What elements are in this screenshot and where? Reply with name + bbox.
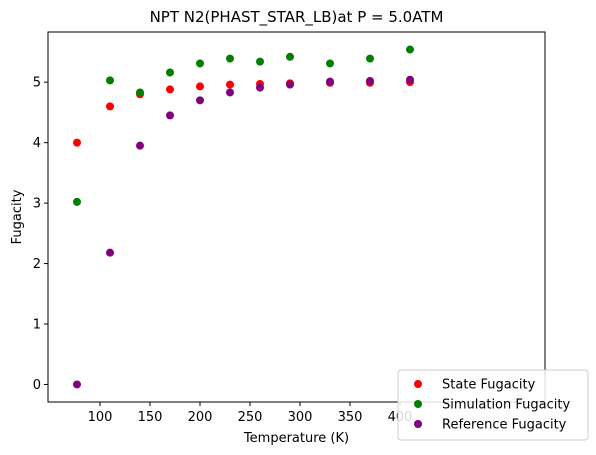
x-tick-label: 300 xyxy=(288,410,313,425)
data-point xyxy=(106,76,114,84)
data-point xyxy=(256,84,264,92)
series-1 xyxy=(73,78,414,146)
y-tick-label: 4 xyxy=(33,136,41,151)
y-tick-label: 1 xyxy=(33,318,41,333)
y-tick-label: 5 xyxy=(33,76,41,91)
data-point xyxy=(326,59,334,67)
y-axis-ticks: 0 1 2 3 4 5 xyxy=(33,76,48,393)
data-point xyxy=(73,198,81,206)
data-point xyxy=(196,59,204,67)
data-point xyxy=(136,142,144,150)
data-point xyxy=(366,55,374,63)
data-point xyxy=(73,380,81,388)
x-tick-label: 100 xyxy=(88,410,113,425)
data-point xyxy=(326,78,334,86)
legend-entry: State Fugacity xyxy=(442,378,536,393)
data-point xyxy=(106,249,114,257)
y-tick-label: 3 xyxy=(33,197,41,212)
data-point xyxy=(73,139,81,147)
x-tick-label: 350 xyxy=(338,410,363,425)
x-axis-ticks: 100150200250300350400 xyxy=(88,402,413,425)
y-tick-label: 0 xyxy=(33,378,41,393)
data-point xyxy=(166,111,174,119)
series-2 xyxy=(73,46,414,206)
data-point xyxy=(286,53,294,61)
legend-marker xyxy=(414,400,422,408)
data-point xyxy=(166,85,174,93)
legend-entry: Simulation Fugacity xyxy=(442,398,570,413)
legend-entry: Reference Fugacity xyxy=(442,418,567,433)
y-tick-label: 2 xyxy=(33,257,41,272)
chart-title: NPT N2(PHAST_STAR_LB)at P = 5.0ATM xyxy=(150,8,444,27)
legend-marker xyxy=(414,380,422,388)
data-point xyxy=(406,76,414,84)
legend: State Fugacity Simulation Fugacity Referen… xyxy=(398,370,588,440)
data-point xyxy=(196,96,204,104)
data-point xyxy=(406,46,414,54)
y-axis-label: Fugacity xyxy=(10,189,25,244)
x-tick-label: 250 xyxy=(238,410,263,425)
data-point xyxy=(286,81,294,89)
legend-marker xyxy=(414,420,422,428)
x-tick-label: 200 xyxy=(188,410,213,425)
x-axis-label: Temperature (K) xyxy=(243,431,349,446)
x-tick-label: 150 xyxy=(138,410,163,425)
data-point xyxy=(256,58,264,66)
data-point xyxy=(136,88,144,96)
data-point xyxy=(366,77,374,85)
plot-area-frame xyxy=(48,32,545,402)
series-3 xyxy=(73,76,414,389)
data-point xyxy=(226,81,234,89)
data-point xyxy=(106,102,114,110)
data-point xyxy=(196,82,204,90)
data-point xyxy=(226,88,234,96)
data-point xyxy=(226,55,234,63)
data-points xyxy=(73,46,414,389)
data-point xyxy=(166,69,174,77)
